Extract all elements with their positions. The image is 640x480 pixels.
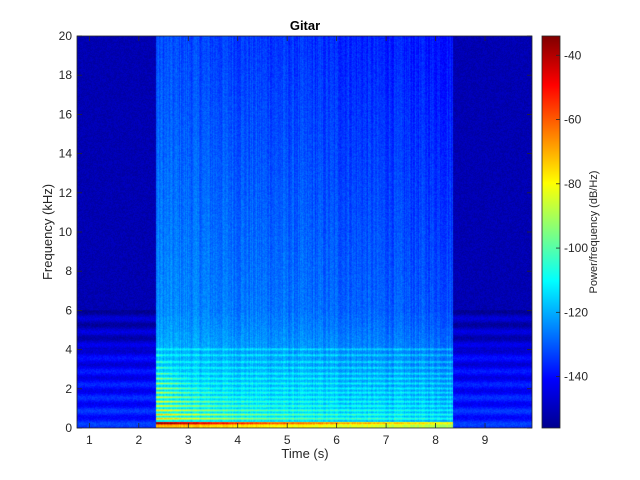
y-tick-label: 12 bbox=[59, 186, 73, 200]
y-tick-label: 0 bbox=[65, 421, 72, 435]
colorbar-ticks: -40 -60 -80 -100 -120 -140 bbox=[541, 35, 588, 429]
x-tick-label: 5 bbox=[284, 433, 291, 447]
x-tick-label: 8 bbox=[432, 433, 439, 447]
y-tick-label: 10 bbox=[59, 225, 73, 239]
colorbar-frame bbox=[541, 35, 561, 429]
x-tick-label: 2 bbox=[135, 433, 142, 447]
x-axis-label: Time (s) bbox=[281, 446, 328, 461]
colorbar-tick-label: -60 bbox=[564, 113, 582, 127]
y-tick-label: 20 bbox=[59, 29, 73, 43]
x-tick-label: 9 bbox=[482, 433, 489, 447]
chart-title: Gitar bbox=[290, 18, 320, 33]
colorbar bbox=[542, 36, 560, 428]
y-tick-label: 8 bbox=[65, 264, 72, 278]
colorbar-tick-label: -140 bbox=[564, 370, 588, 384]
colorbar-tick-label: -100 bbox=[564, 241, 588, 255]
y-axis-label: Frequency (kHz) bbox=[40, 184, 55, 280]
x-tick-label: 1 bbox=[86, 433, 93, 447]
colorbar-label: Power/frequency (dB/Hz) bbox=[588, 171, 600, 294]
x-tick-label: 6 bbox=[333, 433, 340, 447]
colorbar-tick-label: -120 bbox=[564, 305, 588, 319]
x-tick-label: 7 bbox=[383, 433, 390, 447]
y-tick-label: 6 bbox=[65, 303, 72, 317]
x-tick-label: 4 bbox=[234, 433, 241, 447]
y-tick-label: 14 bbox=[59, 147, 73, 161]
y-tick-label: 4 bbox=[65, 343, 72, 357]
y-tick-label: 16 bbox=[59, 107, 73, 121]
y-tick-label: 18 bbox=[59, 68, 73, 82]
x-tick-label: 3 bbox=[185, 433, 192, 447]
spectrogram-heatmap bbox=[77, 36, 532, 428]
colorbar-tick-label: -40 bbox=[564, 48, 582, 62]
colorbar-tick-label: -80 bbox=[564, 177, 582, 191]
y-tick-label: 2 bbox=[65, 382, 72, 396]
